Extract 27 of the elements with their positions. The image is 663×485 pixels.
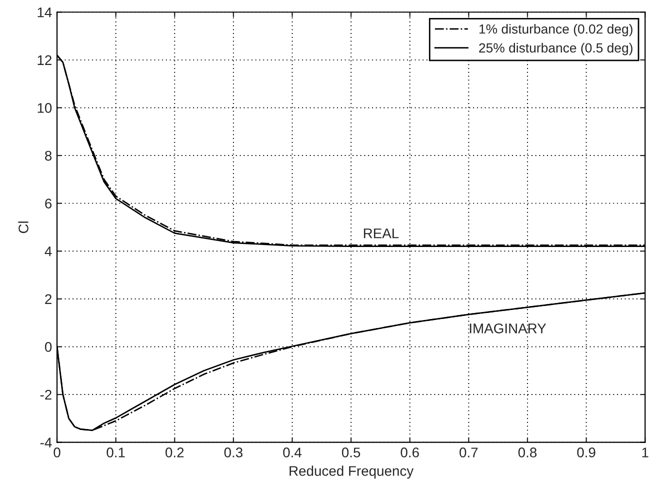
y-tick-label: -4	[40, 438, 52, 448]
y-tick-label: 4	[44, 246, 52, 256]
y-axis-title: Cl	[18, 222, 28, 234]
y-tick-label: -2	[40, 390, 52, 400]
x-tick-label: 0.4	[283, 448, 302, 458]
legend-label: 1% disturbance (0.02 deg)	[479, 24, 632, 36]
annotation: IMAGINARY	[470, 324, 546, 334]
x-tick-label: 0.7	[460, 448, 478, 458]
y-tick-label: 14	[38, 8, 52, 18]
y-tick-label: 12	[38, 55, 52, 65]
x-tick-label: 1	[642, 448, 648, 458]
x-tick-label: 0.2	[166, 448, 184, 458]
x-tick-label: 0	[54, 448, 60, 458]
x-tick-label: 0.6	[400, 448, 419, 458]
x-tick-label: 0.1	[106, 448, 125, 458]
x-axis-title: Reduced Frequency	[290, 466, 414, 479]
x-tick-label: 0.8	[518, 448, 537, 458]
y-tick-label: 6	[45, 198, 52, 208]
x-tick-label: 0.9	[577, 448, 596, 458]
y-tick-label: 8	[45, 150, 52, 161]
y-tick-label: 10	[38, 103, 52, 113]
y-tick-label: 2	[45, 294, 52, 304]
legend-label: 25% disturbance (0.5 deg)	[479, 42, 632, 56]
y-tick-label: 0	[44, 342, 52, 352]
x-tick-label: 0.3	[224, 448, 242, 458]
annotation: REAL	[364, 228, 399, 238]
x-tick-label: 0.5	[342, 448, 360, 458]
